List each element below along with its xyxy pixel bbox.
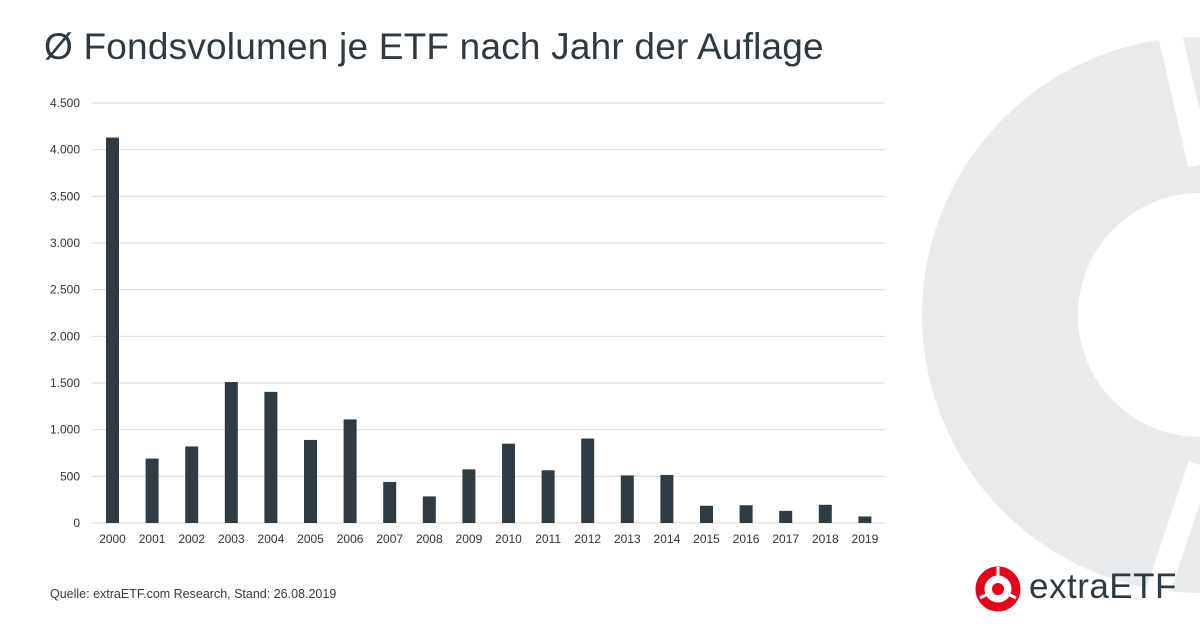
x-tick-label: 2002	[178, 532, 205, 546]
bar-2017	[779, 510, 793, 523]
x-axis-ticks: 2000 2001 2002 2003 2004 2005 2006 2007 2008 2009…	[99, 532, 878, 546]
y-tick-label: 3.500	[50, 189, 80, 203]
y-tick-label: 2.000	[50, 329, 80, 343]
y-tick-label: 1.500	[50, 376, 80, 390]
bar-2014	[660, 474, 674, 523]
x-tick-label: 2000	[99, 532, 126, 546]
y-tick-label: 0	[73, 516, 80, 530]
bar-2019	[858, 516, 872, 523]
x-tick-label: 2004	[258, 532, 285, 546]
bar-2001	[145, 458, 159, 523]
bar-2004	[264, 391, 278, 523]
x-tick-label: 2003	[218, 532, 245, 546]
y-tick-label: 4.000	[50, 143, 80, 157]
y-tick-label: 2.500	[50, 283, 80, 297]
x-tick-label: 2008	[416, 532, 443, 546]
x-tick-label: 2006	[337, 532, 364, 546]
x-tick-label: 2010	[495, 532, 522, 546]
y-axis-ticks: 0 500 1.000 1.500 2.000 2.500 3.000 3.500 4.000 4…	[50, 96, 80, 530]
x-tick-label: 2015	[693, 532, 720, 546]
extraetf-logo: extraETF	[974, 565, 1184, 615]
gridlines	[92, 102, 885, 524]
bar-2003	[224, 382, 238, 523]
x-tick-label: 2013	[614, 532, 641, 546]
bar-2007	[383, 481, 397, 523]
x-tick-label: 2001	[139, 532, 166, 546]
x-tick-label: 2005	[297, 532, 324, 546]
source-note: Quelle: extraETF.com Research, Stand: 26…	[50, 587, 337, 601]
x-tick-label: 2009	[456, 532, 483, 546]
x-tick-label: 2007	[376, 532, 403, 546]
x-tick-label: 2011	[535, 532, 561, 546]
bar-2008	[422, 496, 436, 523]
bar-2018	[818, 504, 832, 523]
y-tick-label: 3.000	[50, 236, 80, 250]
bar-2015	[700, 505, 713, 523]
x-tick-label: 2012	[574, 532, 601, 546]
bar-2013	[620, 475, 634, 523]
extraetf-logo-icon	[975, 566, 1021, 612]
y-tick-label: 500	[60, 469, 80, 483]
x-tick-label: 2019	[852, 532, 879, 546]
bar-2012	[581, 438, 595, 523]
y-tick-label: 4.500	[50, 96, 80, 110]
x-tick-label: 2014	[654, 532, 681, 546]
bar-2000	[106, 137, 119, 524]
bars	[106, 137, 872, 524]
bar-2009	[462, 469, 476, 523]
y-tick-label: 1.000	[50, 423, 80, 437]
x-tick-label: 2018	[812, 532, 839, 546]
bar-2011	[541, 470, 555, 523]
x-tick-label: 2017	[772, 532, 799, 546]
bar-2006	[343, 419, 357, 523]
bar-2005	[304, 439, 317, 523]
bar-2010	[502, 443, 515, 523]
chart-title: Ø Fondsvolumen je ETF nach Jahr der Aufl…	[44, 26, 824, 67]
bar-2016	[739, 505, 753, 523]
logo-wordmark: extraETF	[1029, 567, 1177, 606]
x-tick-label: 2016	[733, 532, 760, 546]
bar-2002	[185, 446, 199, 523]
